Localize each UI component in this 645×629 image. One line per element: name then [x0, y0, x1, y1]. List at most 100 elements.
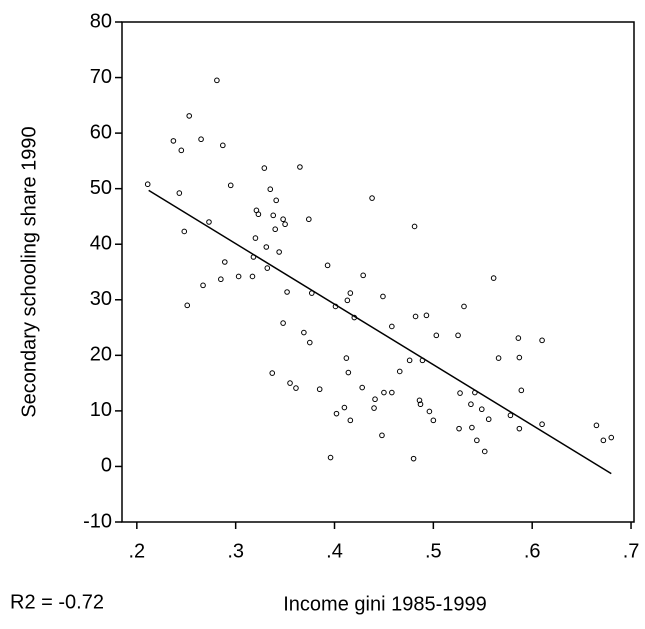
x-axis-label: Income gini 1985-1999: [283, 593, 486, 615]
point: [267, 186, 274, 193]
point: [252, 235, 259, 241]
point: [206, 219, 212, 225]
point: [417, 401, 424, 408]
point: [341, 404, 348, 411]
point: [516, 425, 523, 432]
point: [539, 337, 545, 344]
point: [495, 355, 502, 361]
point: [455, 332, 461, 339]
point: [306, 339, 313, 346]
point: [255, 211, 262, 218]
point: [284, 289, 290, 295]
point: [280, 216, 286, 223]
y-tick-label: 40: [90, 233, 112, 255]
point: [539, 421, 545, 428]
point: [214, 77, 220, 84]
x-tick-label: .2: [128, 540, 145, 562]
point: [282, 221, 288, 228]
y-tick-label: 30: [90, 288, 112, 310]
point: [490, 275, 497, 281]
point: [198, 136, 204, 143]
point: [389, 323, 395, 330]
point: [170, 138, 177, 144]
point: [301, 329, 307, 336]
plot-frame: [121, 21, 635, 523]
point: [297, 164, 303, 170]
point: [272, 226, 279, 233]
point: [416, 397, 423, 404]
point: [433, 332, 440, 339]
point: [481, 448, 488, 455]
point: [381, 389, 387, 396]
point: [273, 197, 279, 204]
point: [221, 259, 228, 265]
point: [516, 354, 523, 361]
point: [264, 265, 271, 271]
point: [316, 386, 323, 393]
point: [184, 302, 191, 309]
point: [515, 335, 522, 341]
point: [371, 405, 377, 411]
point: [347, 290, 354, 296]
point: [518, 387, 525, 394]
point: [369, 195, 375, 201]
point: [181, 228, 188, 235]
point: [178, 147, 185, 154]
point: [485, 416, 492, 423]
point: [261, 165, 268, 171]
point: [327, 454, 334, 461]
point: [411, 223, 418, 230]
point: [235, 273, 242, 280]
y-axis-label: Secondary schooling share 1990: [18, 126, 40, 417]
x-tick-label: .3: [227, 540, 244, 562]
point: [333, 410, 340, 417]
point: [456, 425, 462, 432]
point: [220, 142, 226, 149]
point: [372, 396, 378, 403]
y-tick-label: -10: [83, 510, 112, 532]
point: [406, 357, 413, 364]
point: [176, 190, 183, 196]
point: [410, 455, 417, 462]
point: [186, 113, 193, 119]
point: [144, 181, 151, 188]
point: [379, 432, 385, 439]
y-tick-label: 60: [90, 121, 112, 143]
point: [389, 389, 395, 396]
x-tick-label: .6: [524, 540, 541, 562]
x-tick-label: .4: [326, 540, 343, 562]
point: [600, 437, 607, 444]
point: [345, 369, 352, 376]
point: [280, 320, 286, 326]
x-tick-label: .5: [425, 540, 442, 562]
y-tick-label: 0: [101, 455, 112, 477]
point: [412, 313, 419, 320]
point: [468, 401, 474, 408]
annotation: R2 = -0.72: [10, 591, 104, 613]
point: [359, 384, 365, 391]
point: [396, 368, 403, 375]
point: [306, 216, 312, 223]
point: [474, 437, 480, 444]
point: [263, 244, 270, 250]
point: [344, 297, 351, 304]
point: [430, 417, 437, 424]
x-tick-label: .7: [623, 540, 640, 562]
point: [269, 370, 276, 376]
point: [380, 293, 386, 300]
point: [227, 182, 234, 189]
point: [426, 408, 433, 415]
point: [270, 212, 277, 219]
point: [347, 417, 354, 424]
y-tick-label: 50: [90, 177, 112, 199]
y-tick-label: 80: [90, 10, 112, 32]
point: [218, 276, 224, 283]
point: [461, 303, 467, 310]
point: [287, 380, 293, 386]
point: [478, 406, 485, 413]
point: [200, 282, 206, 289]
y-tick-label: 10: [90, 399, 112, 421]
point: [608, 434, 615, 441]
point: [457, 390, 463, 396]
